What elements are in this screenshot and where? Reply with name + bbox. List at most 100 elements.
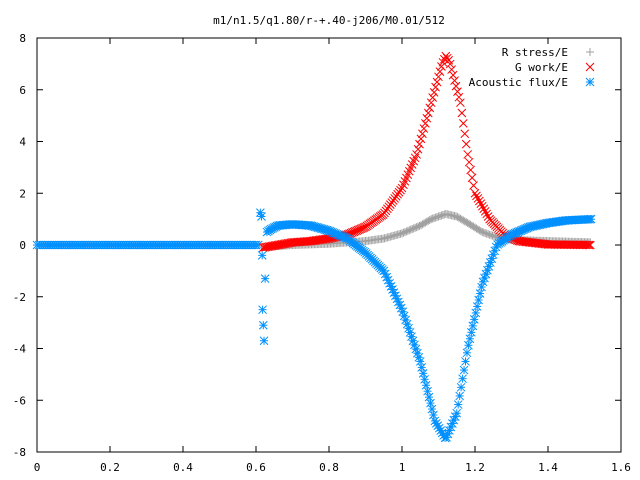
x-tick-label: 1 — [399, 461, 406, 474]
data-point — [581, 240, 591, 250]
data-point — [481, 269, 491, 279]
data-point — [459, 365, 469, 375]
x-tick-label: 0.6 — [246, 461, 266, 474]
legend-label: R stress/E — [502, 46, 568, 59]
y-tick-label: 2 — [19, 187, 26, 200]
data-point — [469, 181, 478, 190]
y-tick-label: 8 — [19, 32, 26, 45]
data-point — [358, 223, 367, 233]
data-point — [452, 408, 462, 418]
data-point — [445, 59, 455, 69]
data-point — [453, 87, 462, 97]
data-point — [426, 98, 436, 108]
data-point — [583, 240, 592, 250]
data-point — [421, 119, 430, 128]
data-point — [585, 240, 595, 250]
x-tick-label: 1.4 — [538, 461, 558, 474]
data-point — [453, 400, 463, 409]
data-point — [467, 173, 477, 183]
data-point — [415, 139, 424, 149]
data-point — [479, 204, 489, 214]
data-point — [432, 77, 442, 87]
data-point — [352, 226, 362, 235]
series-2 — [256, 208, 596, 443]
data-point — [420, 374, 429, 384]
chart-title: m1/n1.5/q1.80/r-+.40-j206/M0.01/512 — [213, 14, 445, 27]
data-point — [356, 224, 366, 234]
data-point — [434, 72, 443, 82]
data-point — [418, 129, 427, 139]
data-point — [260, 274, 270, 283]
data-point — [422, 113, 432, 123]
data-point — [466, 165, 475, 175]
data-point — [454, 92, 464, 102]
legend: R stress/E G work/E Acoustic flux/E — [469, 46, 595, 89]
data-point — [418, 368, 428, 378]
data-point — [470, 188, 480, 198]
data-point — [411, 344, 421, 354]
data-point — [461, 357, 470, 366]
y-tick-label: 4 — [19, 136, 26, 149]
data-point — [429, 410, 438, 420]
data-point — [426, 398, 435, 408]
data-point — [476, 199, 486, 208]
data-point — [413, 144, 423, 154]
data-point — [257, 250, 267, 260]
data-point — [257, 212, 266, 221]
data-point — [463, 150, 473, 159]
data-point — [423, 108, 433, 118]
x-tick-label: 1.6 — [611, 461, 631, 474]
data-point — [355, 225, 365, 234]
data-point — [419, 124, 429, 133]
data-point — [473, 194, 483, 203]
x-tick-label: 0 — [34, 461, 41, 474]
data-point — [359, 223, 369, 232]
legend-marker — [585, 62, 595, 72]
data-point — [259, 336, 269, 346]
data-point — [421, 380, 431, 390]
data-point — [472, 191, 481, 201]
x-tick-label: 1.2 — [465, 461, 485, 474]
data-point — [480, 207, 490, 216]
data-point — [584, 240, 594, 250]
legend-marker — [585, 77, 595, 87]
data-point — [458, 119, 468, 128]
data-point — [427, 404, 437, 414]
data-point — [353, 225, 363, 235]
data-point — [482, 209, 492, 219]
data-point — [447, 65, 456, 74]
legend-label: Acoustic flux/E — [469, 76, 568, 89]
y-tick-label: -4 — [13, 343, 27, 356]
data-point — [458, 374, 467, 384]
data-point — [350, 226, 360, 236]
data-point — [425, 103, 435, 113]
data-point — [348, 228, 357, 237]
data-point — [435, 67, 445, 76]
legend-marker — [586, 48, 594, 56]
x-tick-label: 0.8 — [319, 461, 339, 474]
data-point — [424, 392, 434, 402]
data-point — [416, 134, 426, 144]
data-point — [475, 196, 484, 206]
y-tick-label: -2 — [13, 291, 26, 304]
data-point — [477, 201, 487, 211]
data-point — [389, 288, 399, 297]
y-tick-label: -6 — [13, 394, 26, 407]
data-point — [461, 139, 471, 149]
data-point — [457, 108, 467, 118]
data-point — [462, 348, 472, 358]
y-tick-label: 0 — [19, 239, 26, 252]
data-point — [258, 305, 267, 315]
data-point — [586, 214, 596, 224]
axis-ticks: 0 0.2 0.4 0.6 0.8 1 1.2 1.4 1.6 8 6 4 2 0 -2 -4 -6 -8 — [13, 32, 631, 474]
data-point — [431, 82, 440, 92]
data-point — [417, 363, 427, 372]
data-point — [456, 382, 466, 392]
y-tick-label: 6 — [19, 84, 26, 97]
data-point — [464, 157, 474, 167]
legend-label: G work/E — [515, 61, 568, 74]
data-point — [455, 391, 465, 401]
data-point — [258, 320, 268, 330]
data-point — [451, 81, 461, 91]
